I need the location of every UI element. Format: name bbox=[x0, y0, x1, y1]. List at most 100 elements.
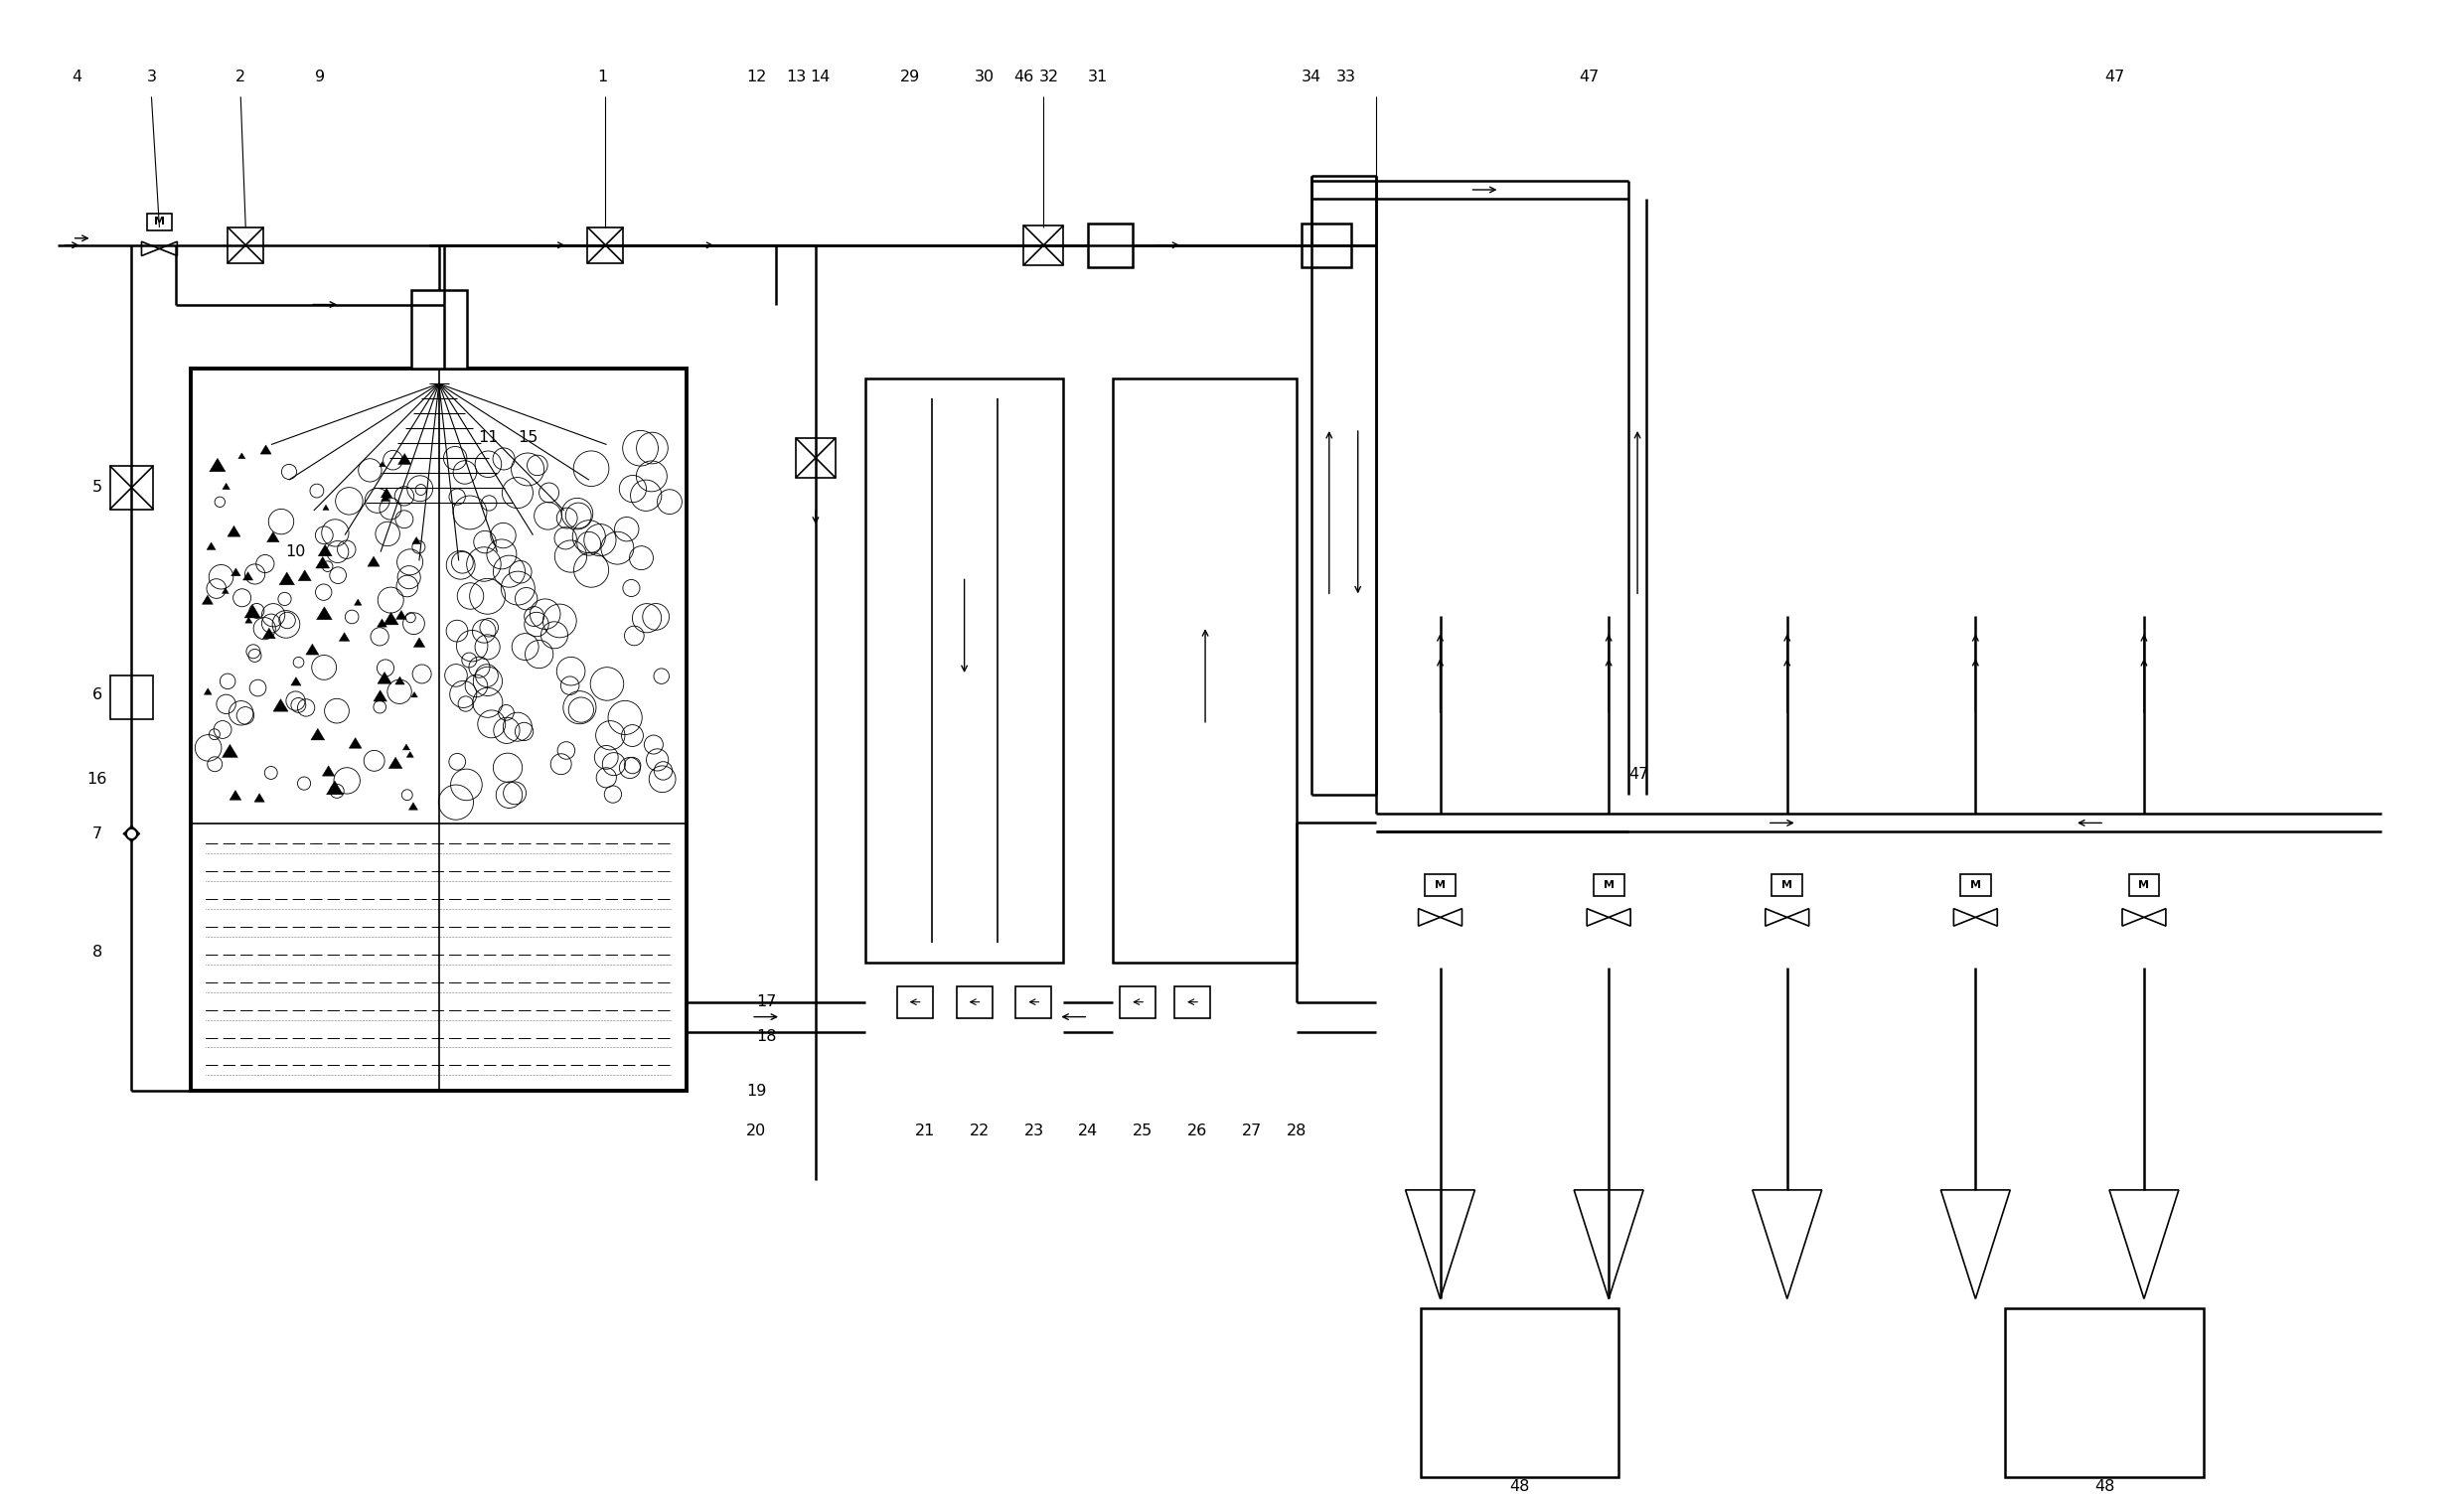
Text: 14: 14 bbox=[811, 69, 830, 84]
Bar bbox=[956, 986, 993, 1018]
Polygon shape bbox=[266, 532, 278, 543]
Polygon shape bbox=[2122, 908, 2144, 926]
Bar bbox=[111, 676, 153, 720]
Polygon shape bbox=[1764, 908, 1786, 926]
Polygon shape bbox=[323, 766, 335, 776]
Text: 26: 26 bbox=[1188, 1123, 1207, 1138]
Polygon shape bbox=[414, 637, 424, 648]
Text: 34: 34 bbox=[1301, 69, 1321, 84]
Text: 9: 9 bbox=[315, 69, 325, 84]
Polygon shape bbox=[1976, 908, 1998, 926]
Polygon shape bbox=[244, 604, 261, 618]
Text: 32: 32 bbox=[1040, 69, 1060, 84]
Polygon shape bbox=[409, 802, 419, 809]
Polygon shape bbox=[315, 556, 330, 568]
Polygon shape bbox=[1419, 908, 1439, 926]
Text: 2: 2 bbox=[237, 69, 246, 84]
Polygon shape bbox=[140, 241, 160, 256]
Polygon shape bbox=[209, 459, 227, 472]
Polygon shape bbox=[229, 790, 241, 800]
Bar bbox=[1424, 874, 1456, 895]
Polygon shape bbox=[1752, 1190, 1821, 1298]
Bar bbox=[1961, 874, 1991, 895]
Text: 31: 31 bbox=[1089, 69, 1109, 84]
Text: 47: 47 bbox=[1629, 767, 1648, 782]
Bar bbox=[227, 228, 264, 262]
Text: 17: 17 bbox=[756, 994, 776, 1009]
Bar bbox=[1121, 986, 1156, 1018]
Bar bbox=[1419, 1309, 1619, 1477]
Polygon shape bbox=[407, 751, 414, 757]
Bar bbox=[111, 466, 153, 510]
Polygon shape bbox=[411, 693, 416, 697]
Bar bbox=[1175, 986, 1210, 1018]
Bar bbox=[897, 986, 931, 1018]
Polygon shape bbox=[397, 610, 407, 619]
Polygon shape bbox=[394, 676, 404, 685]
Text: 30: 30 bbox=[973, 69, 993, 84]
Polygon shape bbox=[222, 745, 239, 757]
Text: 29: 29 bbox=[899, 69, 919, 84]
Polygon shape bbox=[323, 505, 330, 510]
Text: 5: 5 bbox=[91, 480, 101, 495]
Text: 47: 47 bbox=[1579, 69, 1599, 84]
Polygon shape bbox=[205, 688, 212, 694]
Text: 23: 23 bbox=[1023, 1123, 1045, 1138]
Polygon shape bbox=[222, 588, 229, 594]
Bar bbox=[2129, 874, 2158, 895]
Text: 6: 6 bbox=[91, 688, 101, 703]
Text: 19: 19 bbox=[747, 1084, 766, 1099]
Polygon shape bbox=[232, 568, 241, 576]
Polygon shape bbox=[399, 454, 411, 465]
Text: 24: 24 bbox=[1079, 1123, 1099, 1138]
Polygon shape bbox=[1404, 1190, 1476, 1298]
Text: 4: 4 bbox=[71, 69, 81, 84]
Polygon shape bbox=[202, 595, 212, 604]
Polygon shape bbox=[1954, 908, 1976, 926]
Polygon shape bbox=[367, 556, 379, 567]
Polygon shape bbox=[261, 445, 271, 454]
Bar bbox=[1089, 223, 1133, 267]
Polygon shape bbox=[355, 600, 362, 606]
Bar bbox=[1025, 225, 1064, 265]
Text: 8: 8 bbox=[91, 944, 101, 959]
Polygon shape bbox=[244, 571, 254, 580]
Polygon shape bbox=[222, 483, 229, 489]
Text: 21: 21 bbox=[914, 1123, 934, 1138]
Text: 22: 22 bbox=[968, 1123, 988, 1138]
Polygon shape bbox=[1439, 908, 1461, 926]
Polygon shape bbox=[239, 453, 246, 459]
Polygon shape bbox=[384, 612, 399, 625]
Text: M: M bbox=[1434, 880, 1446, 889]
Polygon shape bbox=[1587, 908, 1609, 926]
Text: 27: 27 bbox=[1242, 1123, 1262, 1138]
Bar bbox=[411, 289, 466, 369]
Bar bbox=[148, 213, 172, 231]
Polygon shape bbox=[244, 618, 251, 624]
Text: 48: 48 bbox=[1510, 1480, 1530, 1495]
Polygon shape bbox=[306, 645, 318, 655]
Polygon shape bbox=[315, 607, 333, 619]
Text: M: M bbox=[1971, 880, 1981, 889]
Text: 46: 46 bbox=[1013, 69, 1035, 84]
Text: 47: 47 bbox=[2104, 69, 2124, 84]
Text: 15: 15 bbox=[517, 430, 537, 445]
Polygon shape bbox=[389, 757, 402, 769]
Bar bbox=[586, 228, 623, 262]
Polygon shape bbox=[377, 672, 392, 684]
Polygon shape bbox=[207, 543, 217, 550]
Text: 25: 25 bbox=[1133, 1123, 1153, 1138]
Text: 12: 12 bbox=[747, 69, 766, 84]
Polygon shape bbox=[411, 537, 421, 544]
Polygon shape bbox=[379, 462, 384, 466]
Polygon shape bbox=[2109, 1190, 2178, 1298]
Text: 7: 7 bbox=[91, 826, 101, 841]
Polygon shape bbox=[274, 699, 288, 712]
Bar bbox=[1114, 379, 1296, 962]
Bar bbox=[2006, 1309, 2203, 1477]
Polygon shape bbox=[325, 781, 342, 794]
Bar bbox=[1301, 223, 1350, 267]
Polygon shape bbox=[377, 619, 387, 627]
Text: M: M bbox=[1604, 880, 1614, 889]
Text: M: M bbox=[1781, 880, 1794, 889]
